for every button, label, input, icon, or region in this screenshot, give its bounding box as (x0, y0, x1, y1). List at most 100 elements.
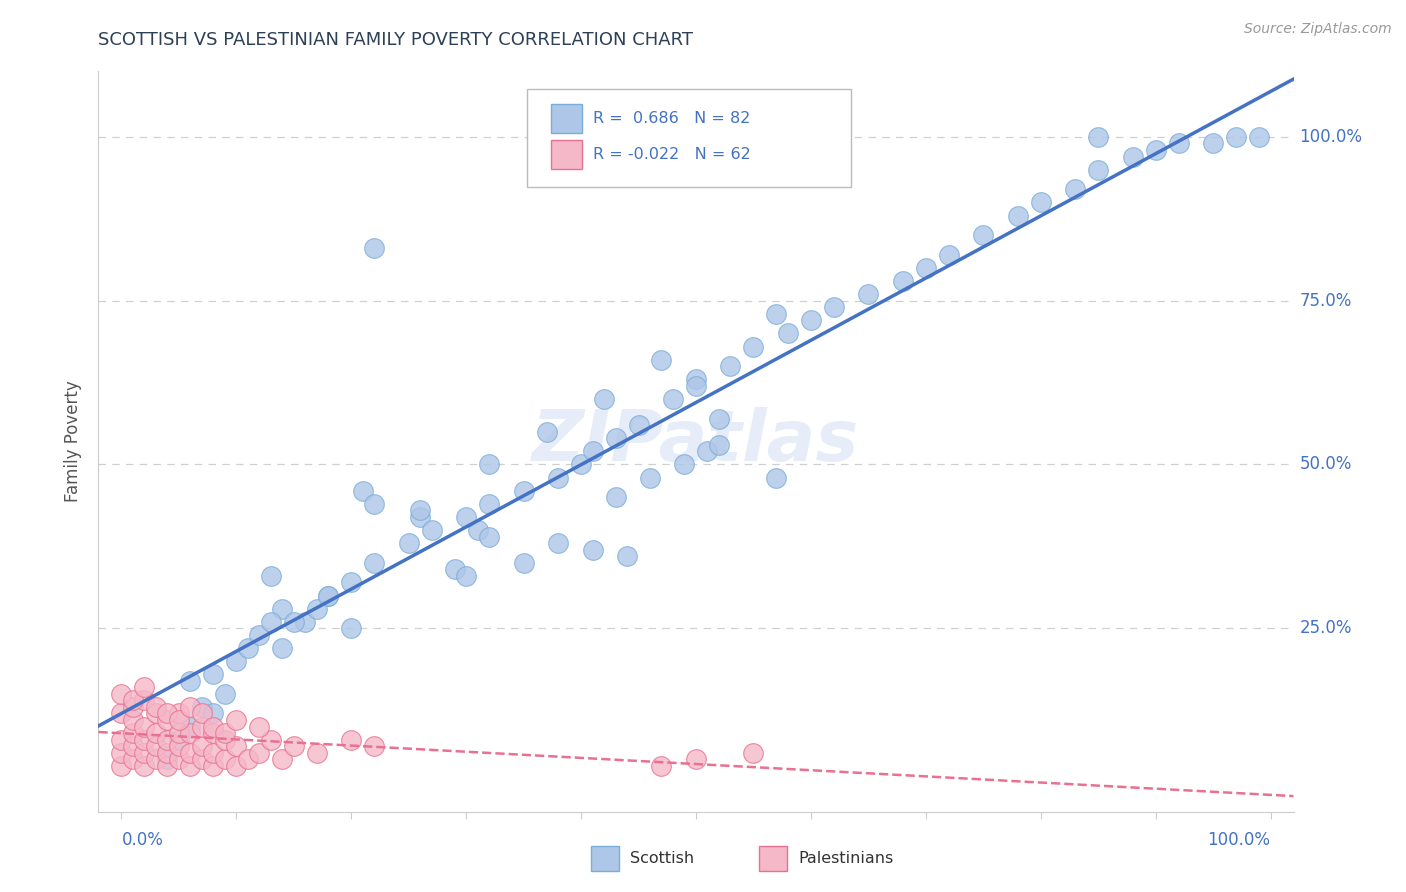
Point (742, 339, 765, 353)
Point (823, 300, 845, 314)
Point (316, 589, 339, 603)
Point (214, 752, 236, 766)
Point (110, 732, 132, 747)
Point (340, 575, 363, 590)
Point (179, 720, 201, 734)
Point (167, 739, 190, 754)
Point (340, 732, 363, 747)
Point (225, 654, 247, 668)
Text: Palestinians: Palestinians (799, 851, 894, 865)
Point (225, 739, 247, 754)
Point (512, 556, 534, 570)
Point (214, 687, 236, 701)
Point (156, 746, 179, 760)
Point (156, 706, 179, 721)
Text: Source: ZipAtlas.com: Source: ZipAtlas.com (1244, 22, 1392, 37)
Point (202, 706, 225, 721)
Point (145, 706, 167, 721)
Point (776, 326, 799, 341)
Text: 50.0%: 50.0% (1299, 456, 1351, 474)
Point (627, 418, 650, 433)
Point (247, 746, 270, 760)
Point (167, 706, 190, 721)
Point (1122, 149, 1144, 163)
Text: R =  0.686   N = 82: R = 0.686 N = 82 (593, 112, 751, 126)
Point (271, 640, 294, 655)
Y-axis label: Family Poverty: Family Poverty (65, 381, 83, 502)
Point (191, 720, 214, 734)
Point (247, 628, 270, 642)
Point (179, 726, 201, 740)
Point (696, 444, 718, 458)
Point (191, 706, 214, 721)
Text: Scottish: Scottish (630, 851, 695, 865)
Point (352, 483, 374, 498)
Point (236, 640, 259, 655)
Point (305, 746, 328, 760)
Point (1029, 195, 1052, 210)
Point (122, 713, 145, 727)
Point (191, 752, 214, 766)
Point (891, 274, 914, 288)
Point (134, 759, 156, 773)
Point (685, 379, 707, 393)
Point (938, 248, 960, 262)
Point (605, 490, 627, 504)
Point (1202, 136, 1225, 151)
Point (305, 601, 328, 615)
Point (225, 759, 247, 773)
Point (1087, 129, 1109, 144)
Point (340, 621, 363, 635)
Point (673, 458, 696, 472)
Point (236, 752, 259, 766)
Point (316, 589, 339, 603)
Text: 25.0%: 25.0% (1299, 619, 1351, 637)
Point (122, 739, 145, 754)
Point (662, 392, 685, 406)
Point (1007, 209, 1029, 223)
Point (363, 241, 385, 255)
Point (456, 509, 478, 524)
Point (363, 739, 385, 754)
Point (179, 673, 201, 688)
Point (260, 615, 283, 629)
Point (363, 497, 385, 511)
Point (122, 726, 145, 740)
Point (800, 313, 823, 327)
Point (972, 228, 994, 243)
Point (110, 687, 132, 701)
Point (650, 352, 672, 367)
Point (742, 746, 765, 760)
Point (156, 713, 179, 727)
Point (134, 720, 156, 734)
Point (167, 752, 190, 766)
Point (202, 720, 225, 734)
Point (1225, 129, 1247, 144)
Text: 100.0%: 100.0% (1208, 831, 1271, 849)
Point (363, 556, 385, 570)
Point (179, 759, 201, 773)
Point (134, 693, 156, 707)
Point (858, 287, 880, 301)
Point (134, 746, 156, 760)
Point (167, 732, 190, 747)
Point (478, 497, 501, 511)
Point (569, 458, 592, 472)
Point (134, 680, 156, 694)
Point (122, 699, 145, 714)
Point (638, 470, 661, 484)
Point (156, 759, 179, 773)
Point (110, 706, 132, 721)
Point (1247, 129, 1270, 144)
Point (1064, 182, 1087, 196)
Point (294, 615, 316, 629)
Text: R = -0.022   N = 62: R = -0.022 N = 62 (593, 147, 751, 161)
Point (593, 392, 616, 406)
Point (167, 713, 190, 727)
Point (1087, 162, 1109, 177)
Point (605, 431, 627, 445)
Point (145, 739, 167, 754)
Point (765, 307, 787, 321)
Point (283, 615, 305, 629)
Point (134, 732, 156, 747)
